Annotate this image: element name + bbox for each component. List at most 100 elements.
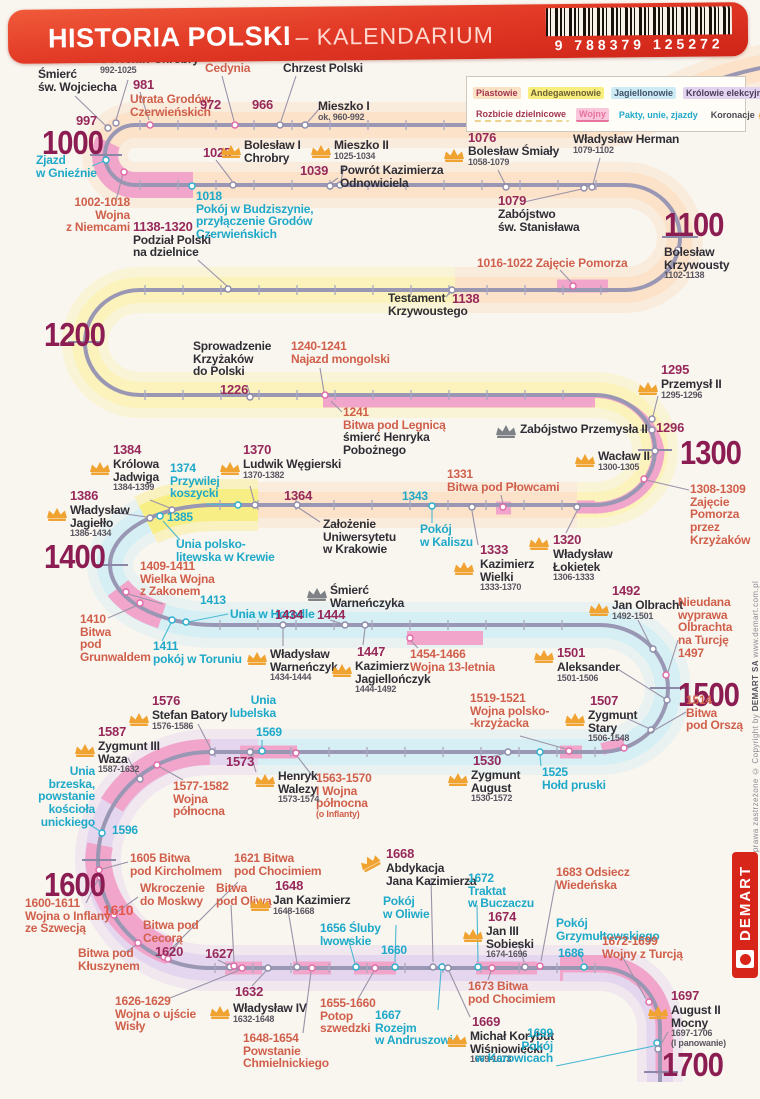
leader-line [626,711,687,747]
event-dot [336,181,344,189]
event-dot [674,246,682,254]
timeline-line [83,66,760,1082]
leader-line [497,169,506,185]
event-dot [120,168,128,176]
leader-line [101,861,129,870]
event-dot [168,506,176,514]
legend-item: Koronacje [708,108,760,121]
event-dot [653,1039,661,1047]
event-dot [468,503,476,511]
event-dot [182,618,190,626]
title-subtitle: – KALENDARIUM [295,21,494,50]
event-dot [474,963,482,971]
event-dot [168,616,176,624]
era-band-kr-lowie-elekcyjni [84,739,673,1082]
event-dot [438,963,446,971]
event-dot [234,501,242,509]
event-dot [153,761,161,769]
leader-line [149,499,171,509]
leader-line [111,511,148,518]
event-dot [95,866,103,874]
leader-line [487,970,492,981]
leader-line [430,877,434,963]
leader-line [187,613,229,623]
event-dot [640,475,648,483]
event-dot [654,1045,662,1053]
leader-line [89,824,101,832]
leader-line [500,494,504,505]
leader-line [251,970,267,987]
leader-line [539,754,542,767]
event-dot [573,503,581,511]
leader-line [169,969,241,999]
band-patch [563,972,656,1074]
copyright-note: Wszelkie prawa zastrzeżone © Copyright b… [751,580,760,890]
event-dot [279,621,287,629]
leader-line [559,269,573,284]
leader-line [448,970,471,1018]
legend-box: Piastowie Andegawenowie Jagiellonowie Królo… [466,76,760,132]
leader-line [230,904,235,963]
barcode-number: 9 788379 125272 [554,35,724,54]
legend-item: Wojny [576,107,609,122]
event-dot [292,749,300,757]
legend-item: Pakty, unie, zjazdy [618,109,698,120]
leader-line [115,79,129,121]
event-dot [645,998,653,1006]
demart-logo: DEMART [732,852,758,978]
leader-line [540,879,557,962]
event-dot [662,671,670,679]
event-dot [580,963,588,971]
event-dot [502,183,510,191]
legend-row: Piastowie Andegawenowie Jagiellonowie Królo… [473,86,760,99]
legend-item: Rozbicie dzielnicowe [473,108,570,122]
leader-line [167,937,183,958]
event-dot [648,415,656,423]
demart-logo-mark [736,950,754,968]
event-dot [146,514,154,522]
event-dot [134,939,142,947]
leader-line [74,95,107,127]
leader-line [197,723,212,750]
event-dot [448,286,456,294]
leader-line [490,752,507,758]
event-dot [102,156,110,164]
leader-line [302,971,312,1034]
leader-line [116,896,139,913]
event-dot [230,962,238,970]
leader-line [280,75,297,122]
leader-line [471,510,479,546]
leader-line [127,757,139,778]
event-dot [588,183,596,191]
leader-line [221,75,235,122]
event-dot [238,964,246,972]
leader-line [555,1045,655,1067]
page-title: HISTORIA POLSKI – KALENDARIUM [48,19,494,55]
leader-line [592,157,601,185]
leader-line [85,878,99,904]
event-dot [229,181,237,189]
leader-line [159,766,184,781]
leader-line [652,395,659,417]
legend-row: Rozbicie dzielnicowe Wojny Pakty, unie, zj… [473,107,760,122]
event-dot [326,182,334,190]
era-halo [74,729,683,1082]
leader-line [637,619,652,647]
event-dot [246,748,254,756]
event-dot [301,121,309,129]
event-dot [504,748,512,756]
event-dot [156,512,164,520]
event-dot [341,621,349,629]
leader-line [330,177,339,184]
leader-line [437,970,442,1011]
leader-line [340,165,345,182]
event-dot [293,963,301,971]
leader-line [523,188,583,203]
leader-line [127,593,164,605]
leader-line [250,754,257,773]
event-dot [164,955,172,963]
event-dot [536,962,544,970]
war-band [600,737,626,755]
